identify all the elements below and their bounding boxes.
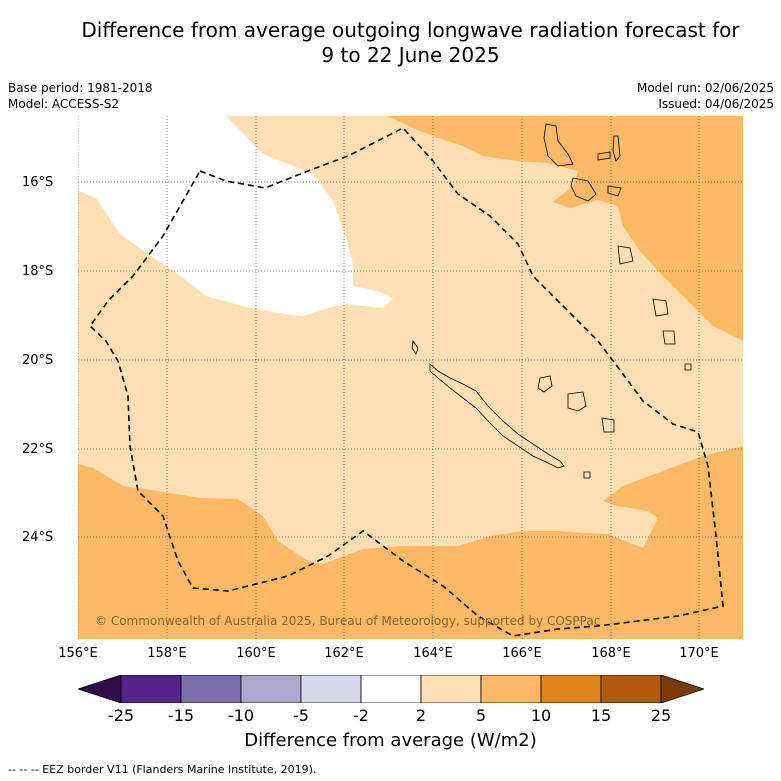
colorbar-tick-15: 15 bbox=[590, 706, 612, 725]
colorbar bbox=[76, 674, 706, 704]
colorbar-extend-high bbox=[660, 674, 706, 704]
colorbar-tick-2: 2 bbox=[415, 706, 427, 725]
colorbar-bin-9 bbox=[600, 674, 662, 704]
colorbar-tick-25: 25 bbox=[650, 706, 672, 725]
loyalty-island-1 bbox=[537, 375, 553, 393]
vanuatu-epi bbox=[607, 185, 622, 197]
model-name: Model: ACCESS-S2 bbox=[8, 97, 120, 111]
colorbar-extend-low bbox=[76, 674, 122, 704]
lon-label-164e: 164°E bbox=[413, 646, 453, 661]
meta-left: Base period: 1981-2018 Model: ACCESS-S2 bbox=[8, 80, 153, 112]
map-svg bbox=[78, 116, 743, 639]
colorbar-tick-10: 10 bbox=[530, 706, 552, 725]
isle-of-pines bbox=[583, 471, 591, 479]
colorbar-label: Difference from average (W/m2) bbox=[244, 730, 537, 751]
lon-label-156e: 156°E bbox=[58, 646, 98, 661]
vanuatu-pentecost bbox=[612, 135, 621, 162]
vanuatu-aneityum bbox=[684, 363, 692, 371]
colorbar-bin-7 bbox=[480, 674, 542, 704]
lon-label-158e: 158°E bbox=[147, 646, 187, 661]
lon-label-162e: 162°E bbox=[324, 646, 364, 661]
copyright-notice: © Commonwealth of Australia 2025, Bureau… bbox=[95, 614, 601, 628]
model-run: Model run: 02/06/2025 bbox=[636, 81, 774, 95]
colorbar-tick-minus25: -25 bbox=[107, 706, 135, 725]
lon-label-168e: 168°E bbox=[591, 646, 631, 661]
colorbar-bin-1 bbox=[120, 674, 182, 704]
map-title: Difference from average outgoing longwav… bbox=[0, 18, 781, 68]
vanuatu-ambae bbox=[597, 151, 611, 161]
anomaly-5-10-region-ne bbox=[388, 116, 743, 341]
colorbar-tick-minus15: -15 bbox=[167, 706, 195, 725]
colorbar-tick-minus10: -10 bbox=[227, 706, 255, 725]
loyalty-island-2 bbox=[567, 391, 587, 412]
base-period: Base period: 1981-2018 bbox=[8, 81, 153, 95]
anomaly-neutral-region bbox=[78, 116, 393, 316]
vanuatu-erromango bbox=[652, 298, 669, 317]
colorbar-bin-6 bbox=[420, 674, 482, 704]
lon-label-166e: 166°E bbox=[502, 646, 542, 661]
gridlines bbox=[78, 116, 743, 639]
title-line-1: Difference from average outgoing longwav… bbox=[81, 18, 740, 42]
title-line-2: 9 to 22 June 2025 bbox=[321, 43, 500, 67]
lat-label-22s: 22°S bbox=[22, 442, 54, 457]
new-caledonia-island bbox=[429, 363, 565, 469]
anomaly-5-10-region-south bbox=[78, 446, 743, 639]
issued-date: Issued: 04/06/2025 bbox=[658, 97, 774, 111]
colorbar-bin-3 bbox=[240, 674, 302, 704]
eez-footnote: -- -- -- EEZ border V11 (Flanders Marine… bbox=[8, 763, 317, 776]
belep-islands bbox=[411, 339, 419, 355]
colorbar-tick-minus2: -2 bbox=[353, 706, 369, 725]
vanuatu-efate bbox=[617, 245, 634, 265]
meta-right: Model run: 02/06/2025 Issued: 04/06/2025 bbox=[637, 80, 774, 112]
loyalty-island-3 bbox=[601, 417, 615, 433]
eez-border bbox=[88, 127, 724, 637]
colorbar-tick-minus5: -5 bbox=[293, 706, 309, 725]
lat-label-24s: 24°S bbox=[22, 530, 54, 545]
colorbar-tick-5: 5 bbox=[475, 706, 487, 725]
lat-label-18s: 18°S bbox=[22, 264, 54, 279]
vanuatu-espiritu-santo bbox=[543, 123, 574, 167]
lon-label-170e: 170°E bbox=[679, 646, 719, 661]
colorbar-bin-8 bbox=[540, 674, 602, 704]
colorbar-bin-4 bbox=[300, 674, 362, 704]
lat-label-20s: 20°S bbox=[22, 353, 54, 368]
lat-label-16s: 16°S bbox=[22, 175, 54, 190]
vanuatu-tanna bbox=[662, 330, 676, 345]
colorbar-svg bbox=[76, 674, 706, 704]
lon-label-160e: 160°E bbox=[236, 646, 276, 661]
vanuatu-malekula bbox=[570, 177, 597, 202]
colorbar-bin-5 bbox=[360, 674, 422, 704]
map-panel bbox=[78, 116, 743, 639]
colorbar-bin-2 bbox=[180, 674, 242, 704]
